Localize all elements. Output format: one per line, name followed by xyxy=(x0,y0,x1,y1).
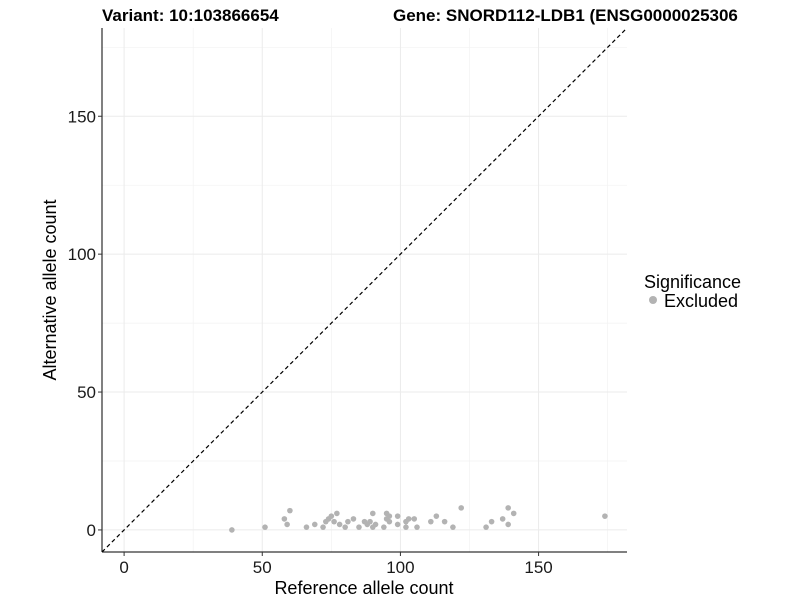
grid xyxy=(102,28,627,552)
data-point xyxy=(499,516,506,522)
data-point xyxy=(394,513,401,519)
reference-line xyxy=(102,28,627,552)
data-point xyxy=(281,516,288,522)
data-point xyxy=(458,505,465,511)
data-point xyxy=(342,524,348,530)
x-axis-title: Reference allele count xyxy=(274,578,453,598)
data-point xyxy=(394,521,401,528)
data-point xyxy=(488,518,495,525)
data-point xyxy=(433,513,440,519)
data-point xyxy=(403,524,409,530)
legend: Significance Excluded xyxy=(644,272,741,311)
data-point xyxy=(331,518,337,525)
data-point xyxy=(356,524,362,530)
points-layer xyxy=(229,505,608,533)
data-point xyxy=(262,524,268,530)
data-point xyxy=(320,524,326,530)
legend-title: Significance xyxy=(644,272,741,292)
data-point xyxy=(428,518,434,525)
data-point xyxy=(345,518,351,525)
data-point xyxy=(334,510,340,517)
data-point xyxy=(229,527,235,533)
y-ticks: 0 50 100 150 xyxy=(68,107,102,540)
data-point xyxy=(405,516,412,522)
data-point xyxy=(303,524,310,530)
reference-line-layer xyxy=(102,28,627,552)
y-tick-label: 0 xyxy=(87,521,96,540)
legend-label-excluded: Excluded xyxy=(664,291,738,311)
data-point xyxy=(372,521,379,528)
data-point xyxy=(450,524,456,530)
data-point xyxy=(505,521,511,528)
x-tick-label: 0 xyxy=(119,558,128,577)
data-point xyxy=(505,505,511,511)
data-point xyxy=(441,518,448,525)
variant-title: Variant: 10:103866654 xyxy=(102,6,279,25)
data-point xyxy=(369,510,376,517)
x-tick-label: 100 xyxy=(386,558,414,577)
y-axis-title: Alternative allele count xyxy=(40,199,60,380)
x-tick-label: 150 xyxy=(524,558,552,577)
data-point xyxy=(328,513,335,519)
gene-title: Gene: SNORD112-LDB1 (ENSG0000025306 xyxy=(393,6,738,25)
data-point xyxy=(386,513,393,519)
y-tick-label: 100 xyxy=(68,245,96,264)
data-point xyxy=(510,510,517,517)
legend-swatch-excluded xyxy=(649,296,657,304)
data-point xyxy=(336,521,343,528)
y-tick-label: 50 xyxy=(77,383,96,402)
data-point xyxy=(483,524,489,530)
y-tick-label: 150 xyxy=(68,107,96,126)
data-point xyxy=(287,507,293,514)
data-point xyxy=(411,516,418,522)
x-ticks: 0 50 100 150 xyxy=(119,552,553,577)
data-point xyxy=(284,521,290,528)
data-point xyxy=(414,524,420,530)
x-tick-label: 50 xyxy=(253,558,272,577)
data-point xyxy=(381,524,387,530)
data-point xyxy=(367,518,373,525)
data-point xyxy=(311,521,318,528)
data-point xyxy=(350,516,357,522)
data-point xyxy=(602,513,608,519)
data-point xyxy=(386,518,393,525)
